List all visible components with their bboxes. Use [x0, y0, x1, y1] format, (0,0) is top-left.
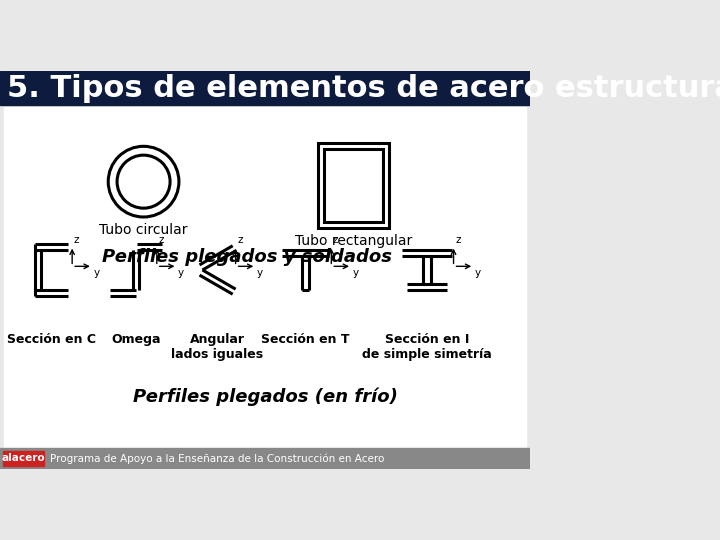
Text: 5. Tipos de elementos de acero estructural: 5. Tipos de elementos de acero estructur… [7, 73, 720, 103]
Bar [324, 148, 383, 222]
Text: alacero: alacero [1, 454, 45, 463]
Text: y: y [257, 268, 263, 278]
Text: Sección en T: Sección en T [261, 333, 350, 346]
Bar [0, 71, 530, 105]
Text: z: z [455, 235, 461, 245]
Bar [4, 106, 526, 447]
Text: Omega: Omega [112, 333, 161, 346]
Text: Perfiles plegados y soldados: Perfiles plegados y soldados [102, 248, 392, 266]
Text: Tubo circular: Tubo circular [99, 223, 188, 237]
Text: Sección en C: Sección en C [7, 333, 96, 346]
Text: z: z [333, 235, 338, 245]
Text: z: z [73, 235, 79, 245]
Bar [318, 143, 389, 228]
Text: z: z [158, 235, 164, 245]
Bar [0, 448, 530, 469]
Text: y: y [353, 268, 359, 278]
Text: Programa de Apoyo a la Enseñanza de la Construcción en Acero: Programa de Apoyo a la Enseñanza de la C… [50, 453, 384, 464]
Text: Perfiles plegados (en frío): Perfiles plegados (en frío) [132, 388, 397, 406]
Text: Angular
lados iguales: Angular lados iguales [171, 333, 264, 361]
Text: y: y [475, 268, 481, 278]
Text: Tubo rectangular: Tubo rectangular [294, 234, 412, 248]
Text: Sección en I
de simple simetría: Sección en I de simple simetría [362, 333, 492, 361]
Bar [3, 451, 44, 466]
Text: y: y [94, 268, 99, 278]
Text: z: z [237, 235, 243, 245]
Text: y: y [178, 268, 184, 278]
